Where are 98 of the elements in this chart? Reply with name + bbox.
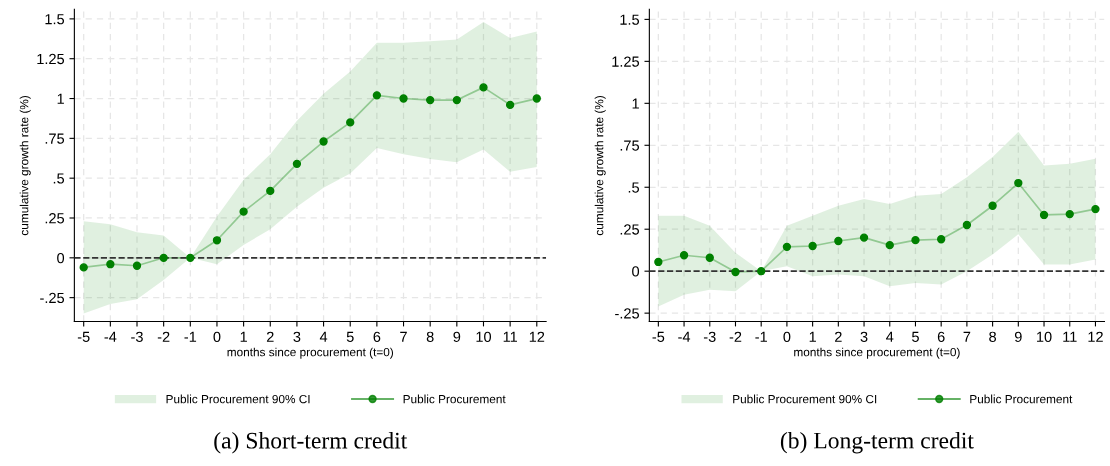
text: Public Procurement 90% CI	[166, 394, 310, 404]
point	[859, 233, 869, 242]
x-tick-label: 8	[426, 331, 434, 342]
point	[132, 261, 142, 270]
x-tick-label: 12	[529, 331, 545, 342]
x-tick-label: 0	[783, 331, 791, 342]
y-tick-label: .25	[45, 213, 65, 224]
y-tick-label: 0	[632, 266, 640, 277]
x-tick-label: 11	[503, 331, 517, 342]
x-tick-label: 4	[319, 331, 328, 342]
y-axis-title: cumulative growth rate (%)	[594, 95, 606, 236]
x-tick-label: -1	[755, 331, 767, 342]
x-tick-label: -4	[104, 331, 117, 342]
point	[239, 207, 248, 216]
x-tick-label: 3	[293, 331, 301, 342]
point	[1091, 204, 1100, 214]
text: (a) Short-term credit	[214, 431, 408, 454]
x-tick-label: 3	[860, 331, 868, 342]
point	[452, 95, 462, 105]
x-tick-label: 4	[886, 331, 894, 342]
x-tick-label: -4	[678, 331, 691, 342]
point	[885, 240, 894, 250]
y-tick-label: -.25	[40, 292, 65, 304]
point	[505, 100, 515, 110]
point	[532, 94, 541, 103]
x-tick-label: 8	[989, 331, 997, 342]
x-tick-label: 7	[400, 331, 407, 342]
point	[1065, 209, 1074, 219]
x-tick-label: 1	[809, 331, 816, 342]
x-tick-label: -2	[729, 331, 742, 342]
x-tick-label: 2	[266, 331, 274, 342]
y-axis-title: cumulative growth rate (%)	[19, 95, 31, 236]
y-tick-label: 1.5	[620, 14, 640, 25]
y-tick-label: 1.25	[612, 56, 640, 67]
y-tick-label: .5	[628, 182, 640, 193]
y-tick-label: 1	[632, 98, 639, 109]
x-tick-label: 5	[912, 331, 919, 342]
x-tick-label: 9	[1014, 331, 1022, 342]
x-axis-title: months since procurement (t=0)	[227, 347, 394, 359]
point	[266, 186, 275, 196]
y-tick-label: 1.5	[45, 14, 65, 25]
y-tick-label: -.25	[615, 308, 640, 319]
x-tick-label: 12	[1088, 331, 1103, 342]
point	[757, 267, 766, 276]
x-tick-label: 10	[476, 331, 492, 342]
y-tick-label: .25	[620, 224, 640, 235]
point	[937, 235, 946, 244]
legend-label: Public Procurement	[970, 394, 1073, 404]
y-tick-label: 1.25	[37, 53, 65, 65]
point	[212, 236, 222, 245]
point	[782, 242, 792, 252]
point	[962, 220, 972, 230]
x-tick-label: -3	[703, 331, 716, 342]
x-tick-label: 5	[346, 331, 354, 342]
point	[654, 257, 663, 267]
point	[346, 118, 355, 127]
point	[834, 236, 843, 246]
x-tick-label: -1	[184, 331, 197, 342]
text: (b) Long-term credit	[780, 431, 974, 454]
text: Public Procurement 90% CI	[733, 394, 877, 404]
x-tick-label: -2	[157, 331, 170, 342]
point	[731, 267, 740, 277]
point	[911, 235, 920, 245]
x-tick-label: 0	[213, 331, 221, 342]
x-tick-label: 10	[1037, 331, 1052, 342]
y-tick-label: .75	[45, 133, 65, 144]
point	[159, 253, 168, 262]
point	[1014, 178, 1023, 188]
point	[679, 251, 689, 260]
y-tick-label: 1	[57, 93, 64, 104]
point	[479, 83, 488, 92]
point	[808, 241, 817, 251]
x-tick-label: -5	[77, 331, 90, 342]
x-tick-label: 9	[453, 331, 461, 342]
point	[988, 201, 997, 210]
x-tick-label: -3	[131, 331, 143, 342]
x-axis-title: months since procurement (t=0)	[794, 347, 960, 359]
y-tick-label: 0	[57, 252, 65, 264]
point	[319, 137, 328, 146]
x-tick-label: 6	[937, 331, 945, 342]
point	[1039, 210, 1049, 220]
legend-label: Public Procurement	[403, 394, 506, 404]
y-tick-label: .5	[53, 173, 65, 184]
point	[426, 95, 435, 105]
x-tick-label: 6	[373, 331, 381, 342]
y-tick-label: .75	[620, 140, 640, 151]
point	[399, 94, 408, 103]
point	[186, 253, 195, 262]
point	[705, 253, 714, 262]
point	[292, 159, 302, 169]
x-tick-label: -5	[652, 331, 665, 342]
point	[372, 91, 382, 100]
point	[79, 263, 88, 272]
x-tick-label: 11	[1063, 331, 1077, 342]
x-tick-label: 7	[963, 331, 971, 342]
point	[106, 260, 115, 269]
x-tick-label: 1	[240, 331, 247, 342]
x-tick-label: 2	[835, 331, 842, 342]
